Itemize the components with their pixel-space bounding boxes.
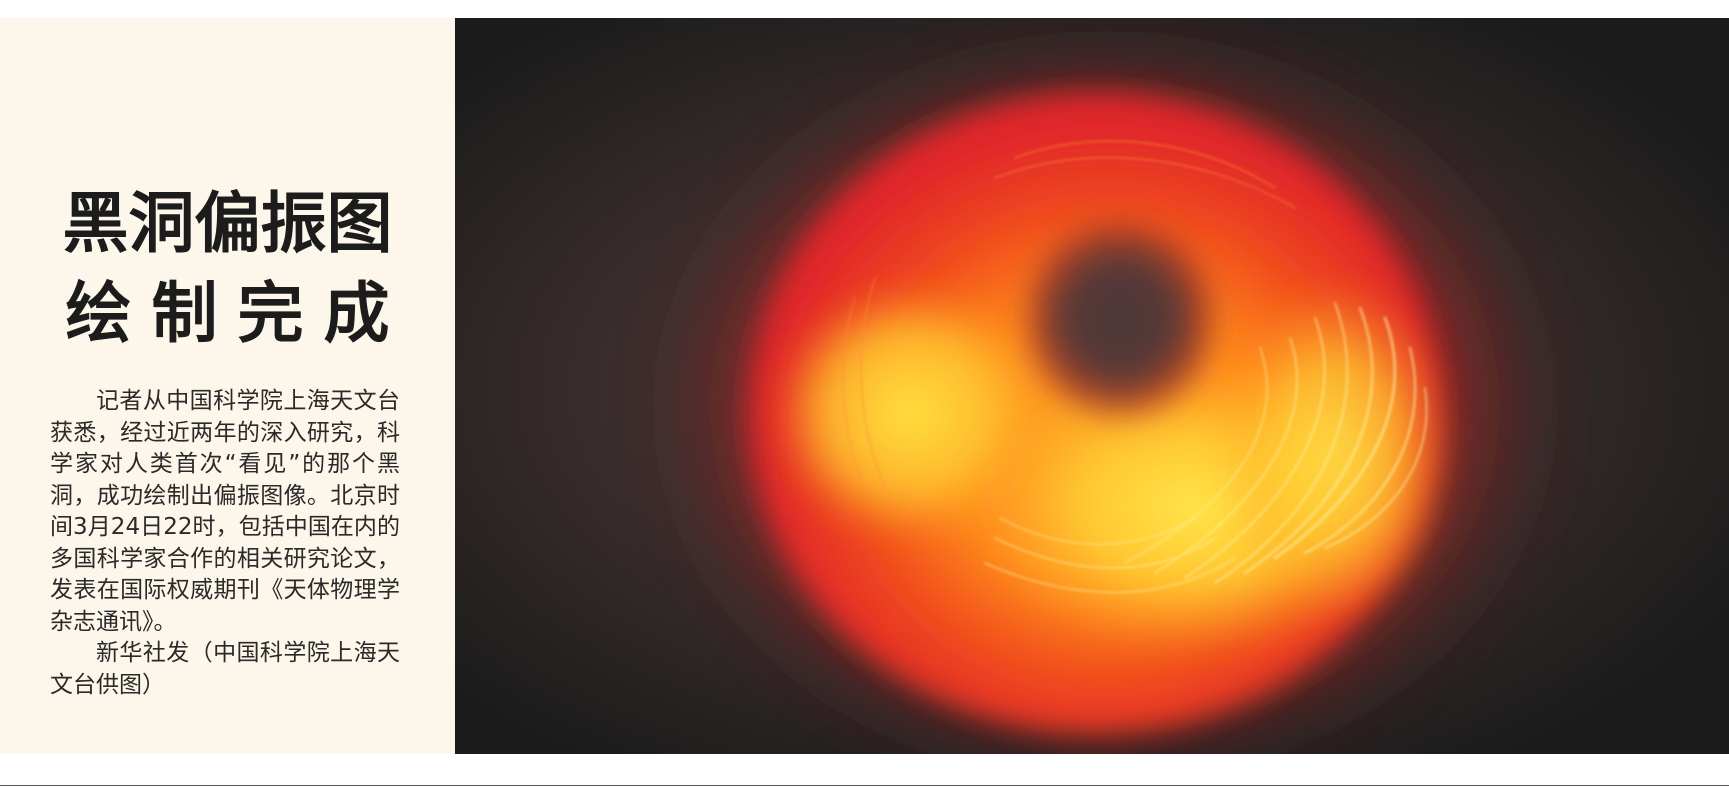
article-text-panel: 黑洞偏振图 绘制完成 记者从中国科学院上海天文台获悉，经过近两年的深入研究，科学…	[0, 18, 455, 754]
article-paragraph: 记者从中国科学院上海天文台获悉，经过近两年的深入研究，科学家对人类首次“看见”的…	[50, 388, 400, 635]
page-divider-line	[0, 785, 1729, 786]
headline-line-2: 绘制完成	[65, 274, 410, 352]
black-hole-image-graphic	[455, 18, 1729, 754]
photo-credit: 新华社发（中国科学院上海天文台供图）	[50, 640, 400, 698]
black-hole-polarization-image	[455, 18, 1729, 754]
article-body: 记者从中国科学院上海天文台获悉，经过近两年的深入研究，科学家对人类首次“看见”的…	[50, 386, 400, 701]
headline: 黑洞偏振图 绘制完成	[0, 178, 455, 358]
headline-line-1: 黑洞偏振图	[62, 184, 393, 262]
